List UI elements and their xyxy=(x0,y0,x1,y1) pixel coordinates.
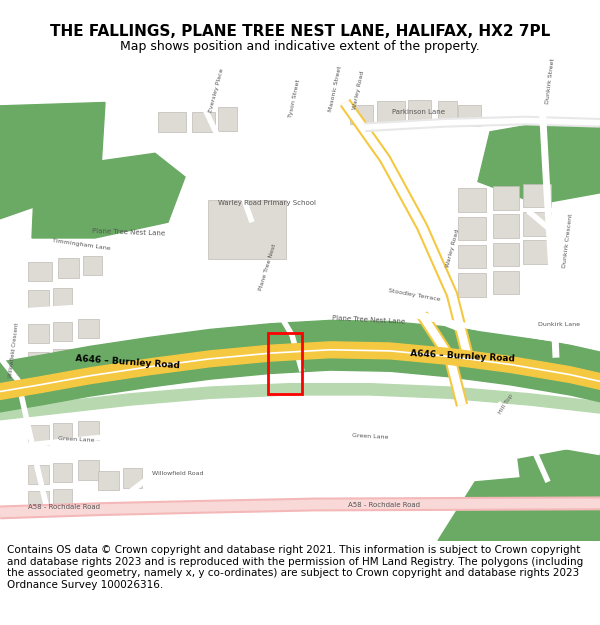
Polygon shape xyxy=(32,153,185,238)
Text: Parkinson Lane: Parkinson Lane xyxy=(392,109,445,115)
Text: Map shows position and indicative extent of the property.: Map shows position and indicative extent… xyxy=(120,40,480,53)
Bar xyxy=(53,423,72,442)
Bar xyxy=(78,319,99,339)
Text: Timmingham Lane: Timmingham Lane xyxy=(52,238,111,251)
Text: Green Lane: Green Lane xyxy=(58,436,95,443)
Bar xyxy=(523,212,551,236)
Bar xyxy=(523,240,551,264)
Bar xyxy=(28,290,49,309)
Bar xyxy=(493,214,519,238)
Bar xyxy=(28,324,49,343)
Text: Contains OS data © Crown copyright and database right 2021. This information is : Contains OS data © Crown copyright and d… xyxy=(7,545,583,590)
Bar xyxy=(58,258,79,278)
Text: A58 - Rochdale Road: A58 - Rochdale Road xyxy=(348,502,420,508)
Bar xyxy=(458,188,486,212)
Text: Tyson Street: Tyson Street xyxy=(288,79,301,118)
Bar xyxy=(53,321,72,341)
Bar xyxy=(158,111,186,132)
Bar xyxy=(28,426,49,444)
Bar xyxy=(458,216,486,240)
Text: Plane Tree Nest: Plane Tree Nest xyxy=(258,243,277,291)
Text: Eversley Place: Eversley Place xyxy=(208,68,224,112)
Text: Plane Tree Nest Lane: Plane Tree Nest Lane xyxy=(332,315,406,325)
Bar xyxy=(523,184,551,208)
Bar xyxy=(493,186,519,210)
Bar xyxy=(53,349,72,368)
Text: Dunkirk Lane: Dunkirk Lane xyxy=(538,322,580,327)
Bar xyxy=(268,333,302,394)
Text: Plane Tree Nest Lane: Plane Tree Nest Lane xyxy=(92,228,165,237)
Text: Hill Top: Hill Top xyxy=(498,393,514,415)
Text: Willowfield Road: Willowfield Road xyxy=(152,471,203,476)
Bar xyxy=(218,107,237,131)
Text: Warley Road: Warley Road xyxy=(445,229,460,268)
Polygon shape xyxy=(0,321,600,391)
Bar xyxy=(98,471,119,490)
Bar xyxy=(458,245,486,269)
Bar xyxy=(208,199,286,259)
Polygon shape xyxy=(0,102,105,219)
Bar xyxy=(83,256,102,275)
Bar xyxy=(458,273,486,297)
Bar xyxy=(28,465,49,484)
Text: Dunkirk Street: Dunkirk Street xyxy=(545,59,556,104)
Text: A646 – Burnley Road: A646 – Burnley Road xyxy=(410,349,515,363)
Bar xyxy=(438,101,457,121)
Bar xyxy=(123,468,142,488)
Text: THE FALLINGS, PLANE TREE NEST LANE, HALIFAX, HX2 7PL: THE FALLINGS, PLANE TREE NEST LANE, HALI… xyxy=(50,24,550,39)
Text: A58 - Rochdale Road: A58 - Rochdale Road xyxy=(28,504,100,510)
Bar xyxy=(53,288,72,307)
Polygon shape xyxy=(0,384,600,420)
Text: Warley Road: Warley Road xyxy=(352,71,365,110)
Text: Dunkirk Crescent: Dunkirk Crescent xyxy=(562,214,574,268)
Text: Stoodley Terrace: Stoodley Terrace xyxy=(388,288,440,302)
Bar xyxy=(493,242,519,266)
Bar xyxy=(78,421,99,440)
Text: Warley Road Primary School: Warley Road Primary School xyxy=(218,200,316,206)
Polygon shape xyxy=(0,342,600,399)
Bar xyxy=(28,262,52,281)
Bar xyxy=(28,352,49,371)
Polygon shape xyxy=(0,350,600,412)
Text: Willowfield Crescent: Willowfield Crescent xyxy=(8,322,20,378)
Text: A646 – Burnley Road: A646 – Burnley Road xyxy=(75,354,180,370)
Bar xyxy=(28,491,49,507)
Bar xyxy=(53,462,72,482)
Text: Green Lane: Green Lane xyxy=(352,433,389,440)
Bar xyxy=(458,105,481,126)
Bar xyxy=(493,271,519,294)
Bar xyxy=(408,100,431,124)
Bar xyxy=(377,101,405,122)
Polygon shape xyxy=(518,448,600,514)
Bar xyxy=(192,111,215,132)
Polygon shape xyxy=(438,471,600,541)
Bar xyxy=(350,105,373,124)
Polygon shape xyxy=(478,121,600,204)
Bar xyxy=(53,489,72,504)
Bar xyxy=(78,461,99,479)
Text: Masonic Street: Masonic Street xyxy=(328,66,343,112)
